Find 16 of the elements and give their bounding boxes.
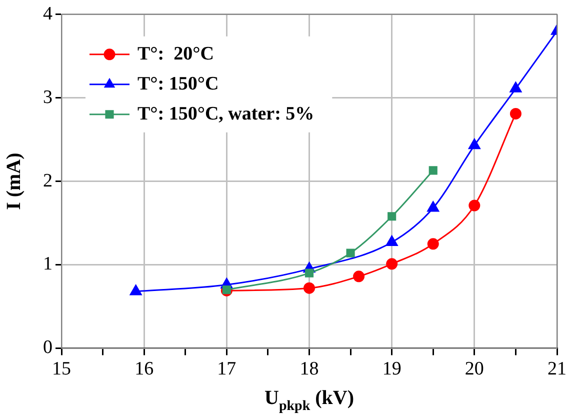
x-tick-label: 21 xyxy=(548,358,566,380)
x-tick-label: 20 xyxy=(464,358,484,380)
y-tick-label: 3 xyxy=(43,86,52,108)
x-tick-label: 19 xyxy=(382,358,402,380)
y-tick-label: 0 xyxy=(43,337,52,358)
x-tick-label: 15 xyxy=(52,358,71,380)
legend-label: T°: 150°C, water: 5% xyxy=(138,103,314,124)
x-tick-label: 18 xyxy=(300,358,319,380)
legend-label: T°: 150°C xyxy=(138,73,219,94)
x-tick-label: 16 xyxy=(134,358,154,380)
y-axis-title: I (mA) xyxy=(3,152,25,210)
x-tick-label: 17 xyxy=(217,358,236,380)
y-tick-label: 4 xyxy=(43,3,53,24)
y-tick-label: 2 xyxy=(43,170,52,192)
legend-label: T°: 20°C xyxy=(138,43,214,64)
y-tick-label: 1 xyxy=(43,254,52,275)
